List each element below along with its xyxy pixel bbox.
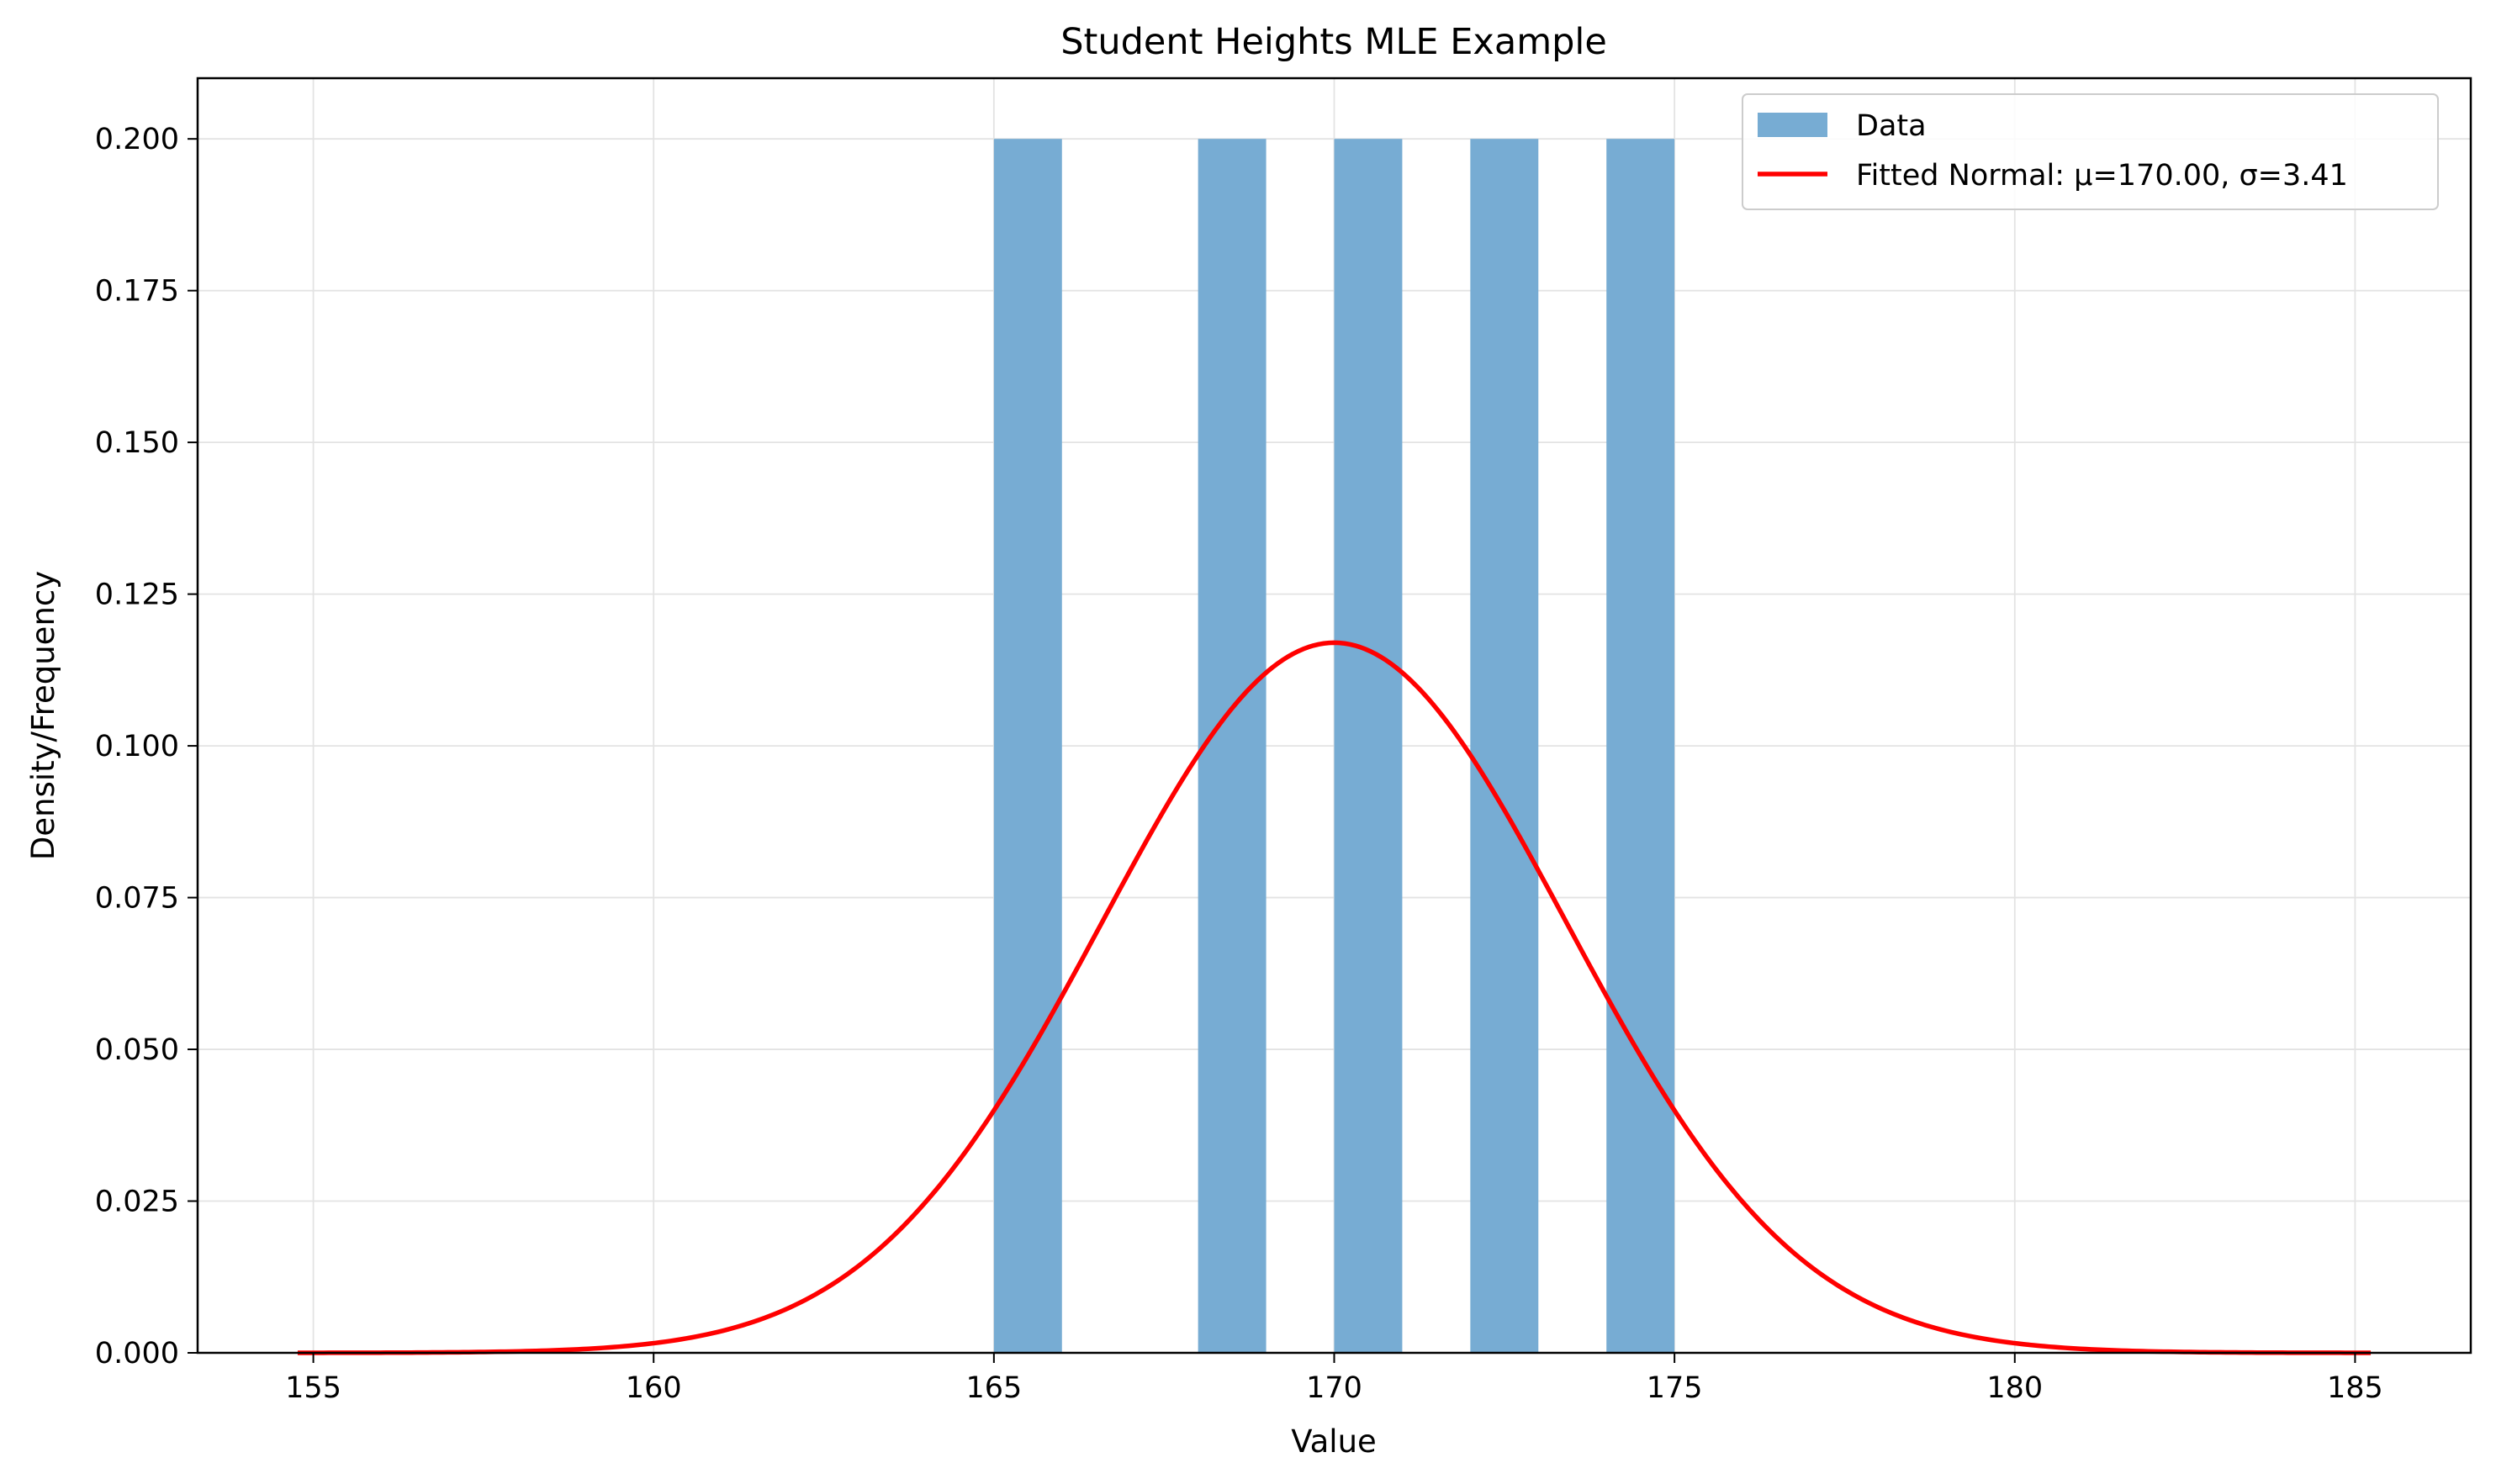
y-tick-label: 0.175 (95, 275, 179, 309)
axis-ticks: 155 160 165 170 175 180 185 0.000 0.025 0.050 0.07… (95, 123, 2383, 1405)
x-tick-label: 160 (626, 1371, 682, 1405)
legend-label-data: Data (1856, 109, 1927, 143)
histogram-bar (1606, 139, 1675, 1354)
y-tick-label: 0.200 (95, 123, 179, 156)
legend: Data Fitted Normal: μ=170.00, σ=3.41 (1742, 93, 2439, 210)
legend-swatch-data (1758, 113, 1827, 137)
x-tick-label: 155 (285, 1371, 341, 1405)
chart-title: Student Heights MLE Example (1060, 21, 1607, 63)
legend-box (1742, 93, 2439, 210)
x-tick-label: 170 (1306, 1371, 1362, 1405)
y-tick-label: 0.150 (95, 426, 179, 460)
y-tick-label: 0.050 (95, 1033, 179, 1067)
x-tick-label: 180 (1986, 1371, 2043, 1405)
histogram-bar (993, 139, 1062, 1354)
histogram-bar (1334, 139, 1403, 1354)
y-axis-label: Density/Frequency (25, 571, 61, 860)
y-tick-label: 0.125 (95, 578, 179, 612)
y-tick-label: 0.000 (95, 1337, 179, 1370)
legend-label-fitted-normal: Fitted Normal: μ=170.00, σ=3.41 (1856, 159, 2348, 193)
x-tick-label: 165 (965, 1371, 1022, 1405)
x-tick-label: 175 (1647, 1371, 1703, 1405)
y-tick-label: 0.100 (95, 730, 179, 763)
histogram-bar (1198, 139, 1267, 1354)
plot-frame (196, 77, 2472, 1355)
fitted-curve-layer (297, 640, 2372, 1355)
x-axis-label: Value (1291, 1423, 1377, 1460)
y-tick-label: 0.075 (95, 882, 179, 916)
fitted-normal-curve (297, 640, 2372, 1355)
x-tick-label: 185 (2327, 1371, 2383, 1405)
y-tick-label: 0.025 (95, 1186, 179, 1219)
histogram-bar (1470, 139, 1539, 1354)
histogram-bars (993, 139, 1675, 1354)
